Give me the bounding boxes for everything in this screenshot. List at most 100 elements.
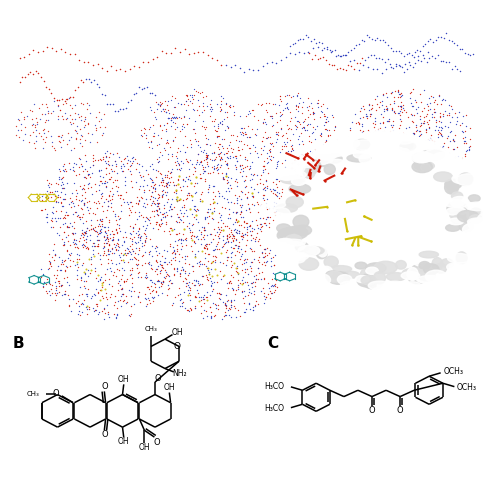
Point: [86, 163, 94, 171]
Point: [84, 272, 92, 280]
Point: [196, 195, 204, 202]
Point: [262, 177, 270, 185]
Point: [61, 211, 69, 219]
Point: [127, 230, 135, 238]
Point: [80, 270, 88, 278]
Point: [170, 114, 178, 122]
Point: [270, 282, 278, 290]
Point: [148, 55, 156, 63]
Point: [120, 246, 128, 253]
Point: [410, 129, 418, 137]
Point: [111, 212, 119, 220]
Point: [148, 293, 156, 301]
Point: [237, 232, 245, 240]
Point: [168, 118, 176, 126]
Point: [314, 99, 322, 106]
Point: [309, 44, 317, 52]
Point: [160, 209, 168, 217]
Point: [240, 218, 248, 226]
Point: [266, 219, 274, 227]
Point: [370, 153, 378, 161]
Point: [26, 106, 34, 114]
Point: [70, 218, 78, 226]
Point: [257, 144, 265, 152]
Point: [152, 256, 160, 264]
Point: [262, 294, 270, 301]
Point: [258, 268, 266, 276]
Point: [410, 48, 418, 56]
Point: [50, 209, 58, 217]
Point: [322, 118, 330, 126]
Ellipse shape: [470, 208, 482, 220]
Point: [322, 125, 330, 133]
Point: [263, 148, 271, 156]
Point: [60, 241, 68, 249]
Point: [42, 133, 50, 141]
Point: [437, 100, 445, 108]
Point: [186, 172, 194, 180]
Point: [114, 169, 122, 177]
Point: [332, 139, 340, 147]
Point: [106, 313, 114, 321]
Point: [224, 176, 232, 184]
Point: [204, 219, 212, 227]
Point: [152, 220, 160, 228]
Point: [50, 241, 58, 248]
Point: [176, 127, 184, 135]
Point: [294, 106, 302, 114]
Point: [190, 170, 198, 178]
Point: [199, 99, 207, 107]
Point: [262, 135, 270, 143]
Point: [138, 132, 146, 140]
Point: [48, 188, 56, 196]
Point: [434, 33, 442, 41]
Point: [160, 278, 168, 286]
Point: [107, 165, 115, 173]
Ellipse shape: [428, 264, 438, 273]
Point: [444, 123, 452, 131]
Point: [116, 285, 124, 293]
Point: [54, 132, 62, 140]
Point: [280, 106, 287, 114]
Point: [112, 272, 120, 280]
Point: [58, 184, 66, 192]
Point: [146, 276, 154, 284]
Ellipse shape: [326, 271, 340, 279]
Point: [243, 194, 251, 202]
Point: [237, 221, 245, 229]
Point: [342, 50, 349, 58]
Point: [142, 224, 150, 232]
Point: [182, 206, 190, 214]
Point: [271, 100, 279, 108]
Point: [206, 155, 214, 163]
Point: [168, 93, 175, 100]
Point: [367, 147, 375, 154]
Point: [238, 260, 246, 268]
Point: [311, 125, 319, 133]
Point: [72, 192, 80, 199]
Point: [408, 117, 416, 125]
Point: [224, 164, 232, 172]
Point: [328, 113, 336, 121]
Point: [412, 146, 420, 153]
Ellipse shape: [306, 160, 321, 173]
Point: [116, 301, 124, 309]
Point: [346, 141, 354, 148]
Point: [273, 135, 281, 143]
Point: [146, 195, 154, 203]
Point: [146, 123, 154, 131]
Point: [158, 210, 166, 218]
Ellipse shape: [347, 154, 370, 162]
Point: [129, 247, 137, 255]
Point: [154, 202, 162, 210]
Point: [142, 217, 150, 225]
Point: [72, 115, 80, 123]
Ellipse shape: [448, 218, 464, 225]
Point: [154, 291, 162, 299]
Point: [172, 181, 180, 189]
Point: [202, 153, 210, 161]
Point: [199, 165, 207, 173]
Point: [95, 181, 103, 189]
Point: [194, 247, 202, 255]
Point: [126, 198, 134, 206]
